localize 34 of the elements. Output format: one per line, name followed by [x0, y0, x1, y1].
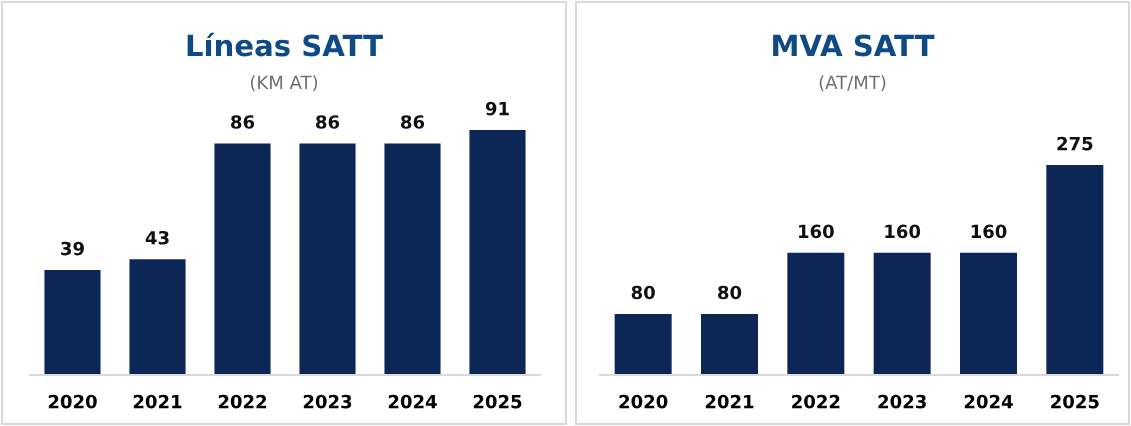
- x-tick-label: 2022: [792, 394, 840, 409]
- data-label: 86: [316, 115, 340, 129]
- x-tick-label: 2020: [48, 394, 97, 409]
- data-label: 160: [799, 224, 834, 239]
- chart-subtitle: (KM AT): [250, 75, 318, 92]
- x-tick-label: 2024: [964, 394, 1013, 409]
- data-label: 160: [885, 224, 921, 239]
- data-label: 160: [971, 224, 1007, 239]
- data-label: 39: [61, 241, 84, 256]
- x-tick-label: 2023: [303, 394, 352, 409]
- chart-subtitle: (AT/MT): [819, 75, 886, 92]
- x-tick-label: 2022: [218, 394, 267, 409]
- chart-title: MVA SATT: [773, 34, 935, 57]
- data-label: 86: [401, 115, 425, 129]
- bar: [214, 143, 271, 375]
- bar: [129, 259, 186, 375]
- bar: [469, 130, 526, 375]
- data-label: 43: [145, 230, 169, 245]
- bar: [299, 143, 356, 375]
- x-tick-label: 2023: [878, 394, 926, 409]
- data-label: 80: [718, 285, 742, 300]
- x-tick-label: 2020: [619, 394, 668, 409]
- data-label: 91: [485, 101, 509, 116]
- data-label: 86: [231, 115, 255, 129]
- bar: [384, 143, 441, 375]
- x-tick-label: 2025: [1051, 394, 1099, 409]
- data-label: 80: [631, 285, 655, 300]
- x-tick-label: 2021: [705, 394, 754, 409]
- bar: [44, 270, 101, 375]
- x-tick-label: 2021: [133, 394, 182, 409]
- chart-title: Líneas SATT: [187, 32, 383, 57]
- x-tick-label: 2025: [473, 394, 522, 409]
- data-label: 275: [1057, 136, 1093, 151]
- x-tick-label: 2024: [388, 394, 437, 409]
